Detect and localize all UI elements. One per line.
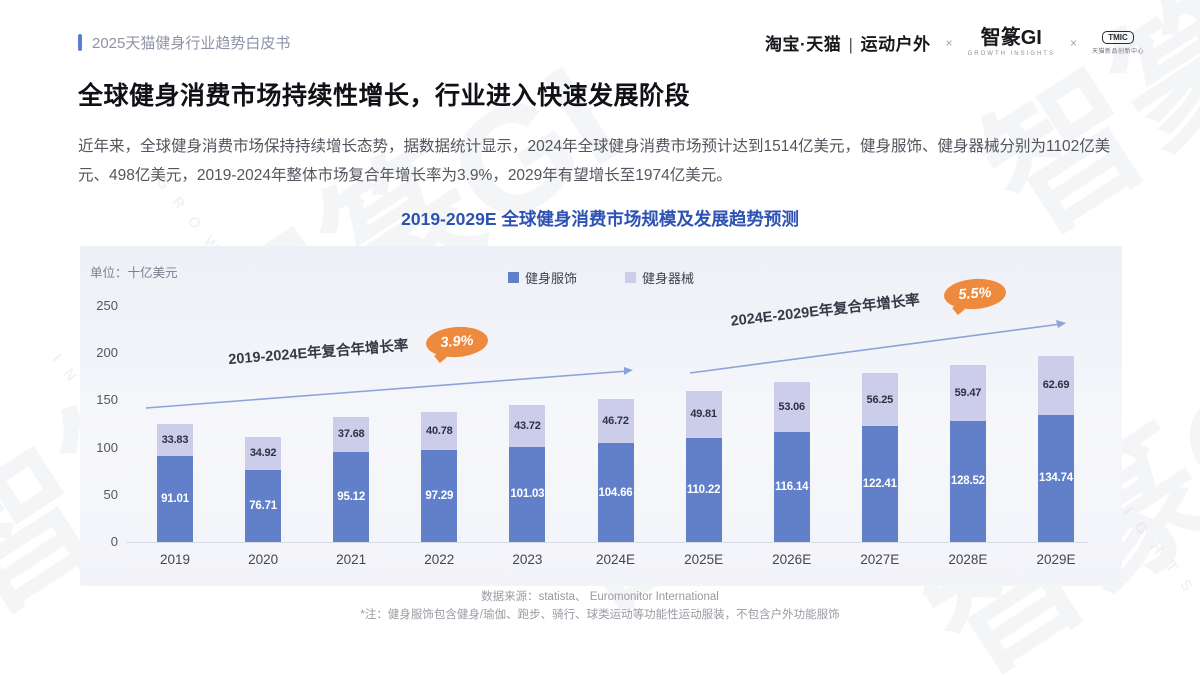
x-axis-label: 2019 <box>159 552 191 567</box>
bar-value-equipment: 33.83 <box>161 434 189 447</box>
bar-segment-apparel: 91.01 <box>157 456 193 542</box>
bar-segment-apparel: 116.14 <box>773 432 810 542</box>
bar-segment-equipment: 53.06 <box>773 382 810 433</box>
bar-segment-equipment: 33.83 <box>157 424 193 457</box>
bar-value-apparel: 116.14 <box>775 481 809 494</box>
logo-divider: | <box>848 35 854 54</box>
bar-value-apparel: 76.71 <box>249 499 277 512</box>
x-axis-label: 2029E <box>1036 552 1076 567</box>
x-axis-label: 2027E <box>860 552 900 567</box>
bar-segment-equipment: 43.72 <box>509 405 546 447</box>
y-axis-tick: 250 <box>96 298 118 313</box>
bar-segment-equipment: 46.72 <box>597 399 634 444</box>
x-axis-label: 2028E <box>948 552 988 567</box>
bar-value-apparel: 97.29 <box>425 490 454 503</box>
tmic-subtitle: 天猫新品创新中心 <box>1091 48 1144 55</box>
bar-segment-apparel: 122.41 <box>861 426 898 542</box>
bar-segment-equipment: 49.81 <box>685 390 722 438</box>
bar-value-apparel: 128.52 <box>950 475 985 488</box>
bar-segment-equipment: 37.68 <box>333 416 370 453</box>
tmic-badge: TMIC <box>1102 30 1134 44</box>
x-axis-label: 2020 <box>248 552 279 567</box>
bar-value-apparel: 101.03 <box>510 488 545 501</box>
brand-title: 2025天猫健身行业趋势白皮书 <box>92 35 291 52</box>
cagr-badge-5-5-value: 5.5% <box>957 284 993 304</box>
bar-value-equipment: 59.47 <box>954 386 982 399</box>
bar-segment-equipment: 62.69 <box>1038 355 1074 415</box>
data-source-note: 数据来源：statista、 Euromonitor International <box>481 591 719 603</box>
bar-value-equipment: 43.72 <box>514 419 541 432</box>
bar-segment-apparel: 104.66 <box>597 443 634 542</box>
zhizhuan-gi-text: 智篆GI <box>980 27 1042 49</box>
bar-value-apparel: 134.74 <box>1039 472 1073 485</box>
cagr-badge-3-9-value: 3.9% <box>439 332 475 352</box>
bar-value-apparel: 122.41 <box>862 478 897 491</box>
bar-value-equipment: 49.81 <box>690 408 717 421</box>
chart-legend: 健身服饰 健身器械 <box>80 268 1122 287</box>
page-title: 全球健身消费市场持续性增长，行业进入快速发展阶段 <box>78 82 691 110</box>
x-axis-label: 2026E <box>772 552 812 567</box>
bar-value-equipment: 53.06 <box>778 401 805 414</box>
cross-separator: × <box>1069 35 1077 50</box>
bar-value-equipment: 40.78 <box>426 424 453 437</box>
axis-unit-label: 单位：十亿美元 <box>90 266 178 280</box>
bar-segment-apparel: 101.03 <box>509 446 546 542</box>
x-axis-label: 2021 <box>336 552 367 567</box>
bar-value-equipment: 46.72 <box>602 415 629 428</box>
cross-separator: × <box>945 35 953 50</box>
bar-value-equipment: 56.25 <box>866 393 894 406</box>
bar-value-apparel: 95.12 <box>337 491 366 504</box>
bar-segment-apparel: 76.71 <box>245 469 282 542</box>
brand-accent-bar <box>78 34 82 51</box>
y-axis-tick: 0 <box>110 534 118 549</box>
legend-swatch-apparel-icon <box>507 272 519 283</box>
trend-arrows <box>145 320 1066 409</box>
body-paragraph: 近年来，全球健身消费市场保持持续增长态势，据数据统计显示，2024年全球健身消费… <box>78 138 1111 184</box>
footnote: *注：健身服饰包含健身/瑜伽、跑步、骑行、球类运动等功能性运动服装，不包含户外功… <box>360 609 840 621</box>
y-axis-tick: 200 <box>96 345 118 361</box>
tmic-logo: TMIC 天猫新品创新中心 <box>1091 30 1144 55</box>
x-axis-label: 2023 <box>512 552 543 567</box>
bar-segment-equipment: 59.47 <box>949 364 986 421</box>
bar-segment-apparel: 95.12 <box>333 452 370 542</box>
x-axis-line <box>126 542 1088 543</box>
legend-label-equipment: 健身器械 <box>642 271 695 286</box>
legend-item-apparel: 健身服饰 <box>507 268 577 287</box>
sport-outdoor-text: 运动户外 <box>860 35 931 54</box>
report-brand: 2025天猫健身行业趋势白皮书 <box>78 32 290 53</box>
bar-value-equipment: 62.69 <box>1042 379 1070 392</box>
bar-segment-apparel: 134.74 <box>1038 414 1074 542</box>
taobao-tmall-text: 淘宝·天猫 <box>765 35 842 54</box>
partner-logos: 淘宝·天猫 | 运动户外 × 智篆GI GROWTH INSIGHTS × TM… <box>765 28 1144 57</box>
bar-segment-apparel: 110.22 <box>685 437 722 542</box>
x-axis-label: 2022 <box>424 552 455 567</box>
legend-item-equipment: 健身器械 <box>625 268 694 287</box>
bar-value-equipment: 34.92 <box>249 447 277 460</box>
bar-value-apparel: 110.22 <box>686 483 721 496</box>
taobao-tmall-logo: 淘宝·天猫 | 运动户外 <box>765 30 931 55</box>
bar-segment-equipment: 40.78 <box>421 411 458 451</box>
header: 2025天猫健身行业趋势白皮书 淘宝·天猫 | 运动户外 × 智篆GI GROW… <box>78 28 1144 57</box>
y-axis-tick: 50 <box>103 486 118 502</box>
bar-value-apparel: 104.66 <box>598 486 633 499</box>
legend-swatch-equipment-icon <box>625 272 636 283</box>
zhizhuan-gi-logo: 智篆GI GROWTH INSIGHTS <box>968 28 1055 57</box>
y-axis-tick: 150 <box>96 392 118 408</box>
growth-insights-text: GROWTH INSIGHTS <box>967 51 1055 57</box>
chart-title: 2019-2029E 全球健身消费市场规模及发展趋势预测 <box>401 209 799 229</box>
chart-panel: 单位：十亿美元 健身服饰 健身器械 2019-2024E年复合年增长率 3.9%… <box>80 246 1122 586</box>
bar-segment-apparel: 97.29 <box>421 450 458 542</box>
bar-segment-equipment: 56.25 <box>861 373 898 427</box>
bar-value-apparel: 91.01 <box>161 493 189 506</box>
bar-segment-equipment: 34.92 <box>245 436 282 470</box>
legend-label-apparel: 健身服饰 <box>524 271 577 286</box>
bar-value-equipment: 37.68 <box>337 428 365 441</box>
bar-segment-apparel: 128.52 <box>949 420 986 542</box>
x-axis-label: 2024E <box>595 552 636 567</box>
y-axis-tick: 100 <box>96 439 118 455</box>
x-axis-label: 2025E <box>684 552 724 567</box>
